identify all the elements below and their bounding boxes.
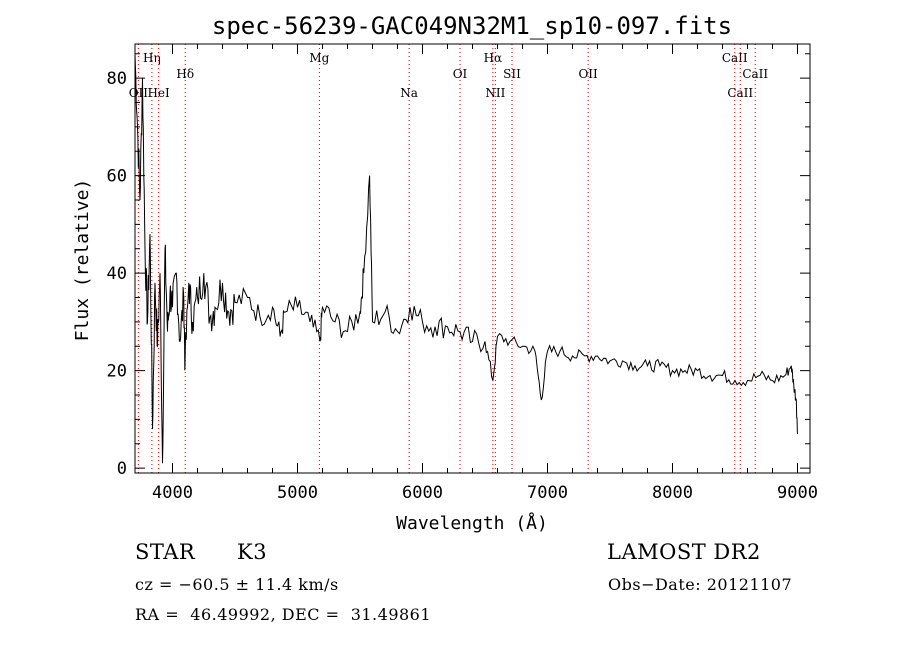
line-marker-label: OI [453,67,468,81]
line-marker-label: Hδ [176,67,194,81]
line-marker-label: CaII [727,86,753,100]
x-tick-label: 7000 [527,483,568,503]
redshift-text: cz = −60.5 ± 11.4 km/s [135,575,339,594]
spectrum-data [134,53,798,464]
line-marker-label: CaII [742,67,768,81]
y-tick-label: 80 [107,69,127,89]
line-marker-label: Hα [484,51,503,65]
x-axis-label: Wavelength (Å) [396,512,548,534]
y-tick-label: 40 [107,264,127,284]
line-marker-label: CaII [722,51,748,65]
spectrum-line [134,53,798,464]
y-axis-label: Flux (relative) [72,179,93,342]
line-marker-label: OII [578,67,598,81]
line-marker-label: Hη [143,51,161,65]
object-subclass: K3 [237,540,268,564]
emission-line-markers: OII Hη HeI Hδ Mg Na OI Hα NII SII OII CaII CaII CaII [129,44,768,473]
chart-title: spec-56239-GAC049N32M1_sp10-097.fits [212,12,732,40]
plot-frame [134,43,811,474]
x-tick-label: 8000 [652,483,693,503]
y-tick-label: 0 [117,459,127,479]
coordinates: RA = 46.49992, DEC = 31.49861 [135,605,432,624]
object-class: STAR [135,540,196,564]
x-tick-label: 5000 [277,483,318,503]
line-marker-label: Mg [309,51,329,65]
survey-name: LAMOST DR2 [607,540,761,564]
line-marker-label: NII [485,86,505,100]
y-tick-label: 20 [107,362,127,382]
y-tick-label: 60 [107,167,127,187]
line-marker-label: HeI [147,86,170,100]
obs-date: Obs−Date: 20121107 [608,575,793,594]
x-tick-label: 6000 [402,483,443,503]
line-marker-label: OII [129,86,149,100]
x-tick-label: 4000 [152,483,193,503]
line-marker-label: SII [503,67,521,81]
line-marker-label: Na [400,86,418,100]
axis-ticks: 4000 5000 6000 7000 8000 9000 0 20 40 60 80 [107,44,818,503]
x-tick-label: 9000 [777,483,818,503]
